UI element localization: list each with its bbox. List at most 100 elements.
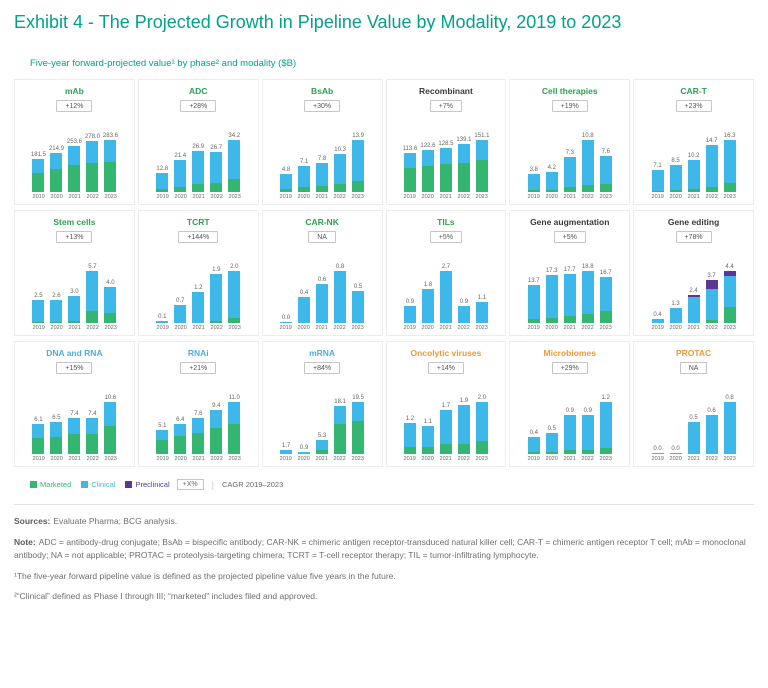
- bar-segment-marketed: [651, 191, 664, 193]
- year-label: 2021: [687, 325, 700, 332]
- bar-segment-clinical: [705, 415, 718, 455]
- bar-value-label: 113.6: [402, 146, 418, 153]
- bar-column: 7.1 2019: [651, 163, 664, 201]
- bar-column: 6.4 2020: [174, 417, 187, 462]
- stacked-bar: [439, 148, 452, 193]
- bar-value-label: 3.0: [70, 288, 79, 295]
- bar-segment-marketed: [599, 183, 612, 193]
- bar-column: 17.3 2020: [545, 268, 558, 331]
- year-label: 2023: [351, 194, 365, 201]
- bar-segment-marketed: [192, 183, 205, 193]
- stacked-bar: [705, 145, 718, 193]
- stacked-bar: [581, 271, 594, 324]
- bar-value-label: 16.3: [723, 133, 736, 140]
- bar-segment-clinical: [174, 159, 187, 187]
- year-label: 2023: [351, 325, 365, 332]
- stacked-bar: [669, 453, 682, 455]
- bar-value-label: 34.2: [228, 133, 241, 140]
- bar-column: 26.7 2022: [210, 145, 223, 201]
- year-label: 2019: [32, 325, 45, 332]
- year-label: 2019: [403, 325, 417, 332]
- bar-segment-marketed: [156, 440, 169, 455]
- bar-column: 1.2 2021: [192, 285, 205, 331]
- bar-segment-marketed: [50, 436, 63, 455]
- cagr-box: +144%: [178, 231, 219, 244]
- bar-segment-clinical: [352, 402, 365, 421]
- bar-segment-clinical: [439, 410, 452, 444]
- bar-column: 10.2 2021: [687, 153, 700, 201]
- stacked-bar: [228, 140, 241, 193]
- bar-column: 7.3 2021: [563, 150, 576, 200]
- year-label: 2021: [68, 325, 81, 332]
- bar-column: 17.7 2021: [563, 267, 576, 331]
- stacked-bar: [192, 418, 205, 455]
- bar-segment-marketed: [687, 189, 700, 193]
- bar-segment-marketed: [475, 160, 488, 193]
- note-label: Note:: [14, 537, 36, 548]
- stacked-bar: [50, 422, 63, 455]
- bar-value-label: 5.7: [88, 264, 97, 271]
- footnote-2: ²“Clinical” defined as Phase I through I…: [14, 591, 318, 602]
- bars-row: 181.5 2019 214.9 2020 253.6 2021 278.0 2022 283.…: [31, 133, 118, 204]
- bar-column: 18.1 2022: [334, 399, 347, 462]
- year-label: 2023: [475, 456, 489, 463]
- chart-subtitle: Five-year forward-projected value¹ by ph…: [30, 58, 297, 70]
- year-label: 2021: [315, 456, 329, 463]
- bar-segment-marketed: [86, 434, 99, 455]
- bar-value-label: 7.1: [653, 162, 662, 169]
- legend-cagr-label: CAGR 2019–2023: [221, 480, 284, 490]
- modality-chart: Gene editing +78% 0.4 2019 1.3 2020 2.4 2021 3…: [633, 210, 754, 337]
- stacked-bar: [421, 288, 434, 324]
- legend: Marketed Clinical Preclinical +X% | CAGR 2…: [30, 479, 754, 491]
- year-label: 2019: [527, 194, 540, 201]
- bar-column: 1.2 2023: [599, 395, 612, 462]
- chart-title: Microbiomes: [543, 348, 596, 359]
- year-label: 2020: [297, 325, 311, 332]
- legend-divider: |: [211, 479, 214, 490]
- bar-segment-marketed: [475, 441, 488, 455]
- stacked-bar: [723, 402, 736, 455]
- bar-value-label: 10.3: [334, 146, 346, 153]
- bar-column: 4.8 2019: [280, 167, 293, 200]
- bar-column: 122.6 2020: [420, 143, 435, 201]
- stacked-bar: [457, 404, 470, 455]
- bar-segment-marketed: [86, 311, 99, 324]
- bar-segment-clinical: [174, 424, 187, 436]
- year-label: 2021: [315, 325, 329, 332]
- bar-segment-marketed: [86, 162, 99, 193]
- bar-segment-clinical: [439, 148, 452, 165]
- bar-value-label: 151.1: [474, 133, 490, 140]
- bar-column: 0.7 2020: [174, 298, 187, 331]
- bar-segment-clinical: [32, 424, 45, 438]
- bar-segment-clinical: [32, 159, 45, 174]
- bar-value-label: 1.7: [281, 442, 291, 449]
- year-label: 2023: [599, 456, 612, 463]
- chart-title: DNA and RNA: [46, 348, 103, 359]
- bars-row: 6.1 2019 6.5 2020 7.4 2021 7.4 2022 10.6 2023: [32, 395, 117, 466]
- legend-item: Clinical: [81, 480, 115, 489]
- bar-value-label: 9.4: [212, 402, 221, 409]
- stacked-bar: [316, 163, 329, 193]
- year-label: 2023: [723, 325, 736, 332]
- bar-value-label: 278.0: [84, 134, 100, 141]
- year-label: 2020: [421, 194, 435, 201]
- legend-swatch: [30, 481, 37, 489]
- year-label: 2020: [669, 456, 682, 463]
- bar-column: 11.0 2023: [228, 395, 241, 462]
- bar-value-label: 26.9: [192, 144, 205, 151]
- stacked-bar: [210, 409, 223, 455]
- chart-title: Stem cells: [53, 217, 96, 228]
- year-label: 2022: [333, 456, 347, 463]
- stacked-bar: [421, 150, 434, 193]
- bar-segment-marketed: [457, 162, 470, 193]
- year-label: 2021: [687, 456, 700, 463]
- bar-value-label: 1.8: [423, 281, 433, 288]
- bar-segment-marketed: [403, 446, 416, 455]
- footer: Sources: Evaluate Pharma; BCG analysis. N…: [14, 504, 754, 603]
- bar-column: 0.4 2019: [651, 312, 664, 332]
- bar-segment-clinical: [32, 300, 45, 323]
- exhibit-title: Exhibit 4 - The Projected Growth in Pipe…: [14, 12, 622, 32]
- bar-segment-clinical: [527, 174, 540, 191]
- stacked-bar: [86, 418, 99, 455]
- year-label: 2023: [228, 456, 241, 463]
